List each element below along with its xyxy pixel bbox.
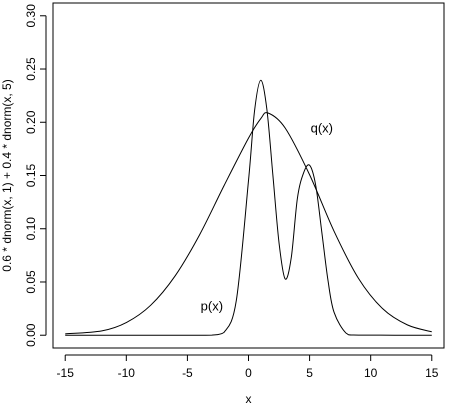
x-tick-label: 0	[245, 366, 252, 380]
curve-annotation: p(x)	[201, 298, 223, 313]
y-tick-label: 0.30	[24, 4, 38, 28]
x-axis-ticks: -15 -10 -5 0 5 10 15	[57, 354, 439, 380]
series-group	[65, 79, 432, 336]
x-tick-label: -10	[118, 366, 136, 380]
series-line-p-x	[65, 79, 432, 336]
annotations: p(x) q(x)	[201, 121, 333, 314]
y-tick-label: 0.20	[24, 110, 38, 134]
x-axis-title: x	[246, 392, 252, 405]
x-tick-label: 10	[364, 366, 378, 380]
x-tick-label: -15	[57, 366, 75, 380]
y-tick-label: 0.25	[24, 57, 38, 81]
curve-annotation: q(x)	[311, 121, 333, 136]
y-tick-label: 0.10	[24, 217, 38, 241]
x-tick-label: 5	[306, 366, 313, 380]
x-tick-label: 15	[425, 366, 439, 380]
y-axis-ticks: 0.00 0.05 0.10 0.15 0.20 0.25 0.30	[24, 4, 47, 347]
plot-area	[52, 2, 445, 349]
x-tick-label: -5	[182, 366, 193, 380]
y-tick-label: 0.00	[24, 323, 38, 347]
y-tick-label: 0.05	[24, 270, 38, 294]
y-tick-label: 0.15	[24, 163, 38, 187]
y-axis-title: 0.6 * dnorm(x, 1) + 0.4 * dnorm(x, 5)	[0, 79, 14, 271]
series-line-q-x	[65, 112, 432, 335]
